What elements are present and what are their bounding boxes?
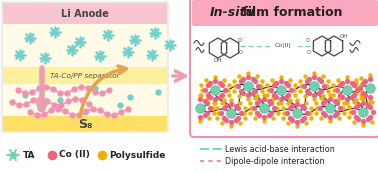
FancyBboxPatch shape: [190, 0, 378, 137]
Text: Co(II): Co(II): [275, 43, 291, 48]
FancyBboxPatch shape: [2, 2, 168, 132]
Text: Polysulfide: Polysulfide: [109, 151, 166, 160]
Text: OH: OH: [340, 34, 348, 39]
Text: O: O: [306, 38, 310, 43]
FancyBboxPatch shape: [3, 116, 167, 131]
Text: In-situ: In-situ: [210, 7, 256, 20]
Text: O: O: [238, 38, 242, 43]
Text: TA: TA: [23, 151, 36, 160]
FancyBboxPatch shape: [3, 3, 167, 24]
Text: O: O: [239, 51, 243, 56]
FancyBboxPatch shape: [3, 67, 167, 84]
Text: OH: OH: [214, 57, 222, 62]
FancyBboxPatch shape: [3, 24, 167, 131]
Text: S₈: S₈: [78, 117, 92, 130]
Text: Li Anode: Li Anode: [61, 9, 109, 19]
Text: TA-Co/PP separator: TA-Co/PP separator: [50, 73, 120, 79]
FancyBboxPatch shape: [192, 0, 378, 26]
Text: Lewis acid-base interaction: Lewis acid-base interaction: [225, 144, 335, 153]
FancyArrowPatch shape: [173, 71, 185, 81]
Text: Dipole-dipole interaction: Dipole-dipole interaction: [225, 157, 324, 166]
Text: O: O: [307, 49, 311, 54]
Text: Co (II): Co (II): [59, 151, 90, 160]
Text: film formation: film formation: [238, 7, 342, 20]
